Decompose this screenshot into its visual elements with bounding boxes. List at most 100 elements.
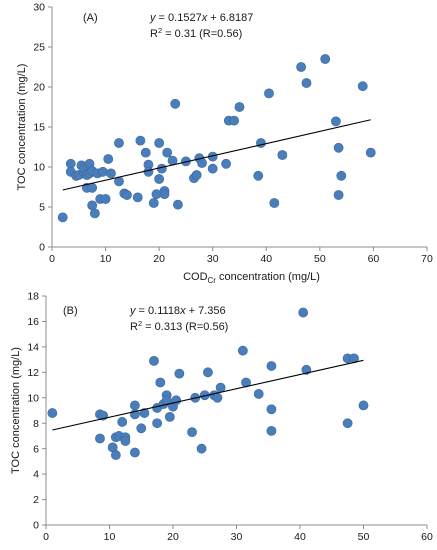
data-point — [159, 189, 170, 200]
x-tick-label: 20 — [153, 253, 165, 265]
data-point — [172, 199, 183, 210]
data-point — [114, 138, 124, 148]
data-point — [129, 400, 140, 411]
trend-line — [62, 119, 371, 191]
x-tick-label: 10 — [100, 253, 112, 265]
data-point — [140, 147, 151, 158]
y-axis-title: TOC concentration (mg/L) — [10, 347, 22, 474]
y-tick-label: 12 — [27, 367, 39, 379]
y-tick-label: 10 — [33, 162, 45, 174]
data-point — [106, 168, 116, 179]
data-point — [197, 158, 207, 168]
y-tick-label: 4 — [33, 469, 39, 481]
chart-panel-a: 0 5 10 15 20 25 30 0 10 20 30 40 50 60 70 TOC concentra… — [16, 2, 433, 285]
data-point — [170, 98, 181, 109]
data-point — [229, 115, 240, 126]
data-point — [253, 389, 264, 399]
y-tick-label: 20 — [33, 82, 45, 94]
data-point — [342, 418, 353, 429]
y-tick-label: 16 — [27, 316, 39, 328]
y-tick-label: 18 — [27, 291, 39, 303]
data-point — [298, 307, 309, 318]
data-point — [174, 368, 185, 379]
data-point — [100, 194, 111, 204]
data-point — [196, 443, 207, 454]
data-point — [129, 447, 140, 458]
data-point — [331, 116, 341, 127]
data-point — [171, 395, 182, 406]
data-point — [333, 142, 344, 153]
data-point — [47, 408, 58, 418]
data-point — [207, 163, 218, 174]
data-point — [237, 345, 248, 356]
data-point — [253, 170, 264, 181]
data-point — [155, 377, 166, 388]
y-tick-label: 0 — [33, 520, 39, 532]
data-point — [139, 408, 150, 418]
x-tick-label: 70 — [421, 253, 433, 265]
y-tick-label: 6 — [33, 443, 39, 455]
y-tick-label: 8 — [33, 418, 39, 430]
data-point — [358, 400, 369, 411]
data-point — [57, 212, 68, 223]
data-point — [117, 417, 128, 427]
x-tick-label: 40 — [294, 531, 306, 543]
data-point — [336, 170, 347, 181]
data-point — [136, 423, 147, 434]
data-point — [132, 192, 143, 203]
data-point — [333, 190, 344, 200]
data-point — [266, 361, 277, 371]
data-point — [266, 425, 277, 436]
data-point — [234, 102, 245, 112]
data-point — [95, 433, 105, 444]
y-tick-label: 30 — [33, 2, 45, 14]
data-point — [215, 382, 226, 393]
regression-equation: y = 0.1118x + 7.356 — [129, 305, 226, 317]
data-point — [203, 367, 213, 378]
x-tick-label: 50 — [358, 531, 370, 543]
x-tick-label: 30 — [231, 531, 243, 543]
data-point — [256, 138, 266, 148]
panel-label: (B) — [63, 305, 78, 317]
data-point — [301, 78, 312, 88]
data-point — [154, 174, 165, 184]
data-point — [103, 154, 114, 164]
data-point — [357, 81, 368, 92]
data-point — [320, 54, 331, 64]
x-tick-label: 40 — [260, 253, 272, 265]
regression-equation: y = 0.1527x + 6.8187 — [149, 12, 253, 24]
data-point — [143, 166, 154, 177]
data-point — [135, 135, 146, 146]
y-tick-label: 10 — [27, 392, 39, 404]
data-point — [120, 436, 131, 446]
y-tick-label: 0 — [39, 242, 45, 254]
y-axis-title: TOC concentration (mg/L) — [16, 64, 28, 191]
y-tick-label: 25 — [33, 42, 45, 54]
data-point — [187, 427, 197, 438]
x-tick-label: 30 — [207, 253, 219, 265]
x-tick-label: 60 — [421, 531, 433, 543]
x-tick-label: 60 — [368, 253, 380, 265]
panel-label: (A) — [83, 12, 98, 24]
data-point — [365, 147, 376, 158]
data-point — [162, 147, 173, 158]
y-tick-label: 2 — [33, 494, 39, 506]
data-point — [191, 170, 202, 180]
data-point — [154, 138, 165, 148]
data-point — [296, 62, 307, 72]
data-point — [212, 392, 223, 403]
y-tick-label: 14 — [27, 341, 39, 353]
chart-panel-b: 0 2 4 6 8 10 12 14 16 18 0 10 20 30 40 50 60 TOC concentr… — [10, 291, 433, 550]
data-point — [264, 88, 274, 99]
data-point — [266, 404, 277, 415]
r-squared-label: R2 = 0.31 (R=0.56) — [150, 26, 242, 40]
data-point — [269, 198, 280, 208]
x-tick-label: 0 — [43, 531, 49, 543]
x-tick-label: 10 — [104, 531, 116, 543]
data-point — [89, 208, 100, 219]
data-point — [221, 158, 232, 169]
y-tick-label: 15 — [33, 122, 45, 134]
trend-line — [52, 359, 364, 431]
data-point — [122, 190, 132, 200]
